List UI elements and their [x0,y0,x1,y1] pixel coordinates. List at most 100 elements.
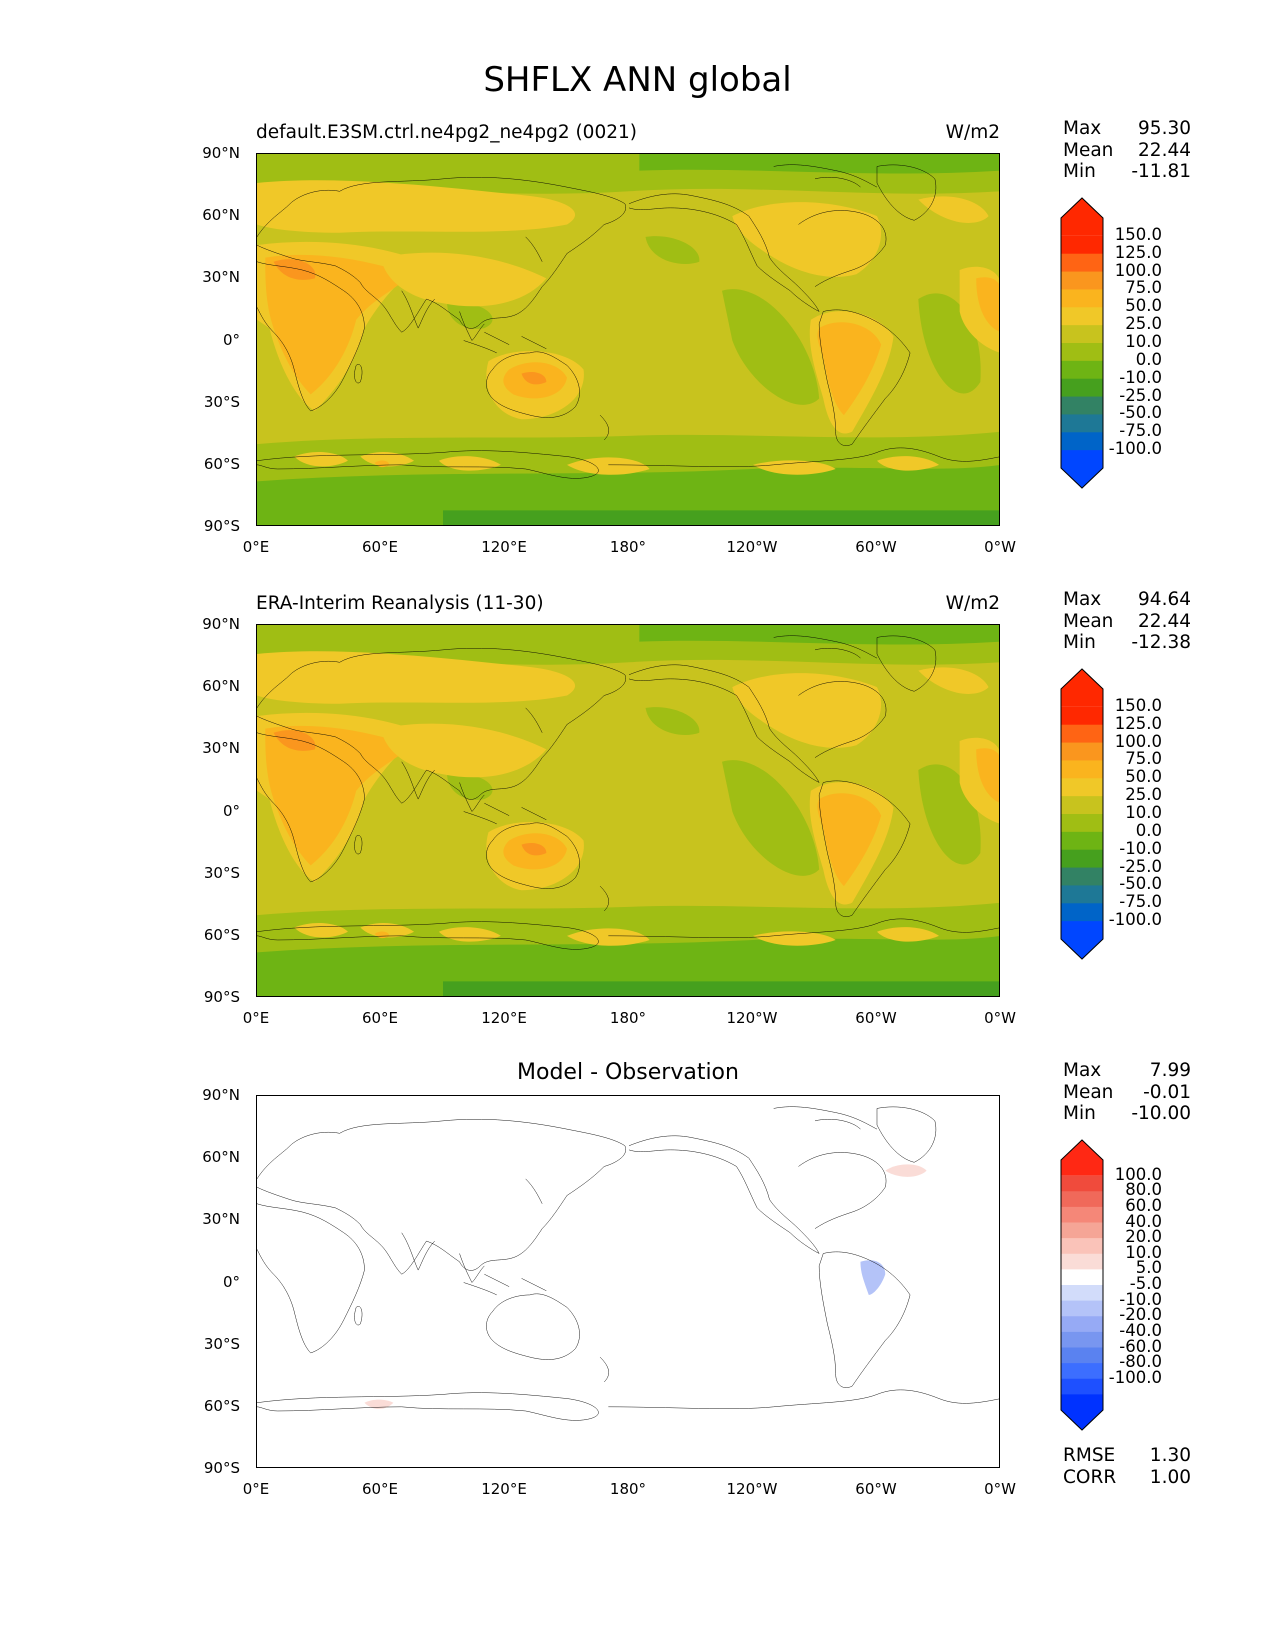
contour-region [918,667,989,694]
contour-region [257,651,576,704]
map-diff [256,1095,1000,1468]
colorbar-level-label: -10.0 [1119,367,1162,387]
coastline [257,262,364,411]
contour-region [877,456,939,471]
colorbar-segment [1061,396,1103,415]
colorbar-segment [1061,1394,1103,1430]
map-obs [256,624,1000,997]
colorbar-level-label: -40.0 [1119,1320,1162,1340]
colorbar-level-label: -10.0 [1119,1289,1162,1309]
coastline [608,919,1000,938]
coastline [819,1252,910,1388]
coastline [819,310,910,446]
lat-tick-label: 90°N [202,615,240,633]
contour-region [447,302,493,329]
lon-tick-label: 0°W [984,538,1016,556]
panel-label: Model - Observation [517,1060,739,1085]
coastline [600,415,609,440]
colorbar-segment [1061,432,1103,451]
contour-region [273,730,316,751]
colorbar-segment [1061,1269,1103,1286]
coastline [608,1390,1000,1409]
stats-block: Max 7.99 Mean -0.01 Min -10.00 [1063,1060,1191,1125]
colorbar-segment [1061,778,1103,797]
colorbar-segment [1061,921,1103,959]
colorbar-svg [1060,1139,1104,1431]
lat-tick-label: 60°N [202,1148,240,1167]
coastline [629,194,819,312]
coastline [798,681,886,757]
lat-tick-label: 30°N [202,739,240,758]
lon-tick-label: 0°E [242,538,270,556]
colorbar-segment [1061,1206,1103,1223]
colorbar-outline [1060,668,1104,960]
colorbar-level-label: -60.0 [1119,1336,1162,1356]
lat-tick-label: 0° [222,801,240,820]
coastline [402,762,435,799]
field-map [257,154,999,525]
stats-block: Max 94.64 Mean 22.44 Min -12.38 [1063,589,1191,654]
coastline [877,636,936,691]
contour-region [722,760,820,876]
colorbar-segment [1061,1222,1103,1239]
colorbar-level-label: 125.0 [1114,242,1162,262]
lon-tick-label: 0°E [242,1480,270,1498]
colorbar-level-label: 0.0 [1135,820,1162,840]
coastline [402,1233,435,1270]
colorbar-segment [1061,360,1103,380]
colorbar-segment [1061,1316,1103,1333]
lon-tick-label: 120°W [726,1480,778,1498]
colorbar-segment [1061,849,1103,869]
colorbar-level-label: 40.0 [1125,1211,1162,1231]
coastline [600,886,609,911]
coastline [354,1306,362,1325]
colorbar-segment [1061,1378,1103,1395]
contour-region [918,196,989,223]
coastline [798,1152,886,1228]
lon-tick-label: 60°E [361,1009,399,1027]
lon-tick-label: 60°W [855,538,897,556]
difference-map [257,1096,1000,1467]
lat-tick-label: 60°S [203,925,240,944]
colorbar-svg [1060,668,1104,960]
colorbar-level-label: -100.0 [1108,910,1162,930]
colorbar-segment [1061,760,1103,779]
lon-tick-label: 180° [609,1480,647,1498]
panel-label: ERA-Interim Reanalysis (11-30) [256,593,544,614]
coastline [815,177,860,187]
coastline [464,1283,497,1295]
lat-tick-label: 30°N [202,1210,240,1229]
colorbar-level-label: 5.0 [1135,1258,1162,1278]
colorbar-level-label: 75.0 [1125,278,1162,298]
coastline [257,1119,626,1274]
colorbar-level-label: -25.0 [1119,385,1162,405]
contour-region [443,510,999,525]
colorbar-segment [1061,1347,1103,1364]
colorbar-segment [1061,796,1103,815]
diff-anomaly [364,1399,394,1409]
lat-tick-label: 90°N [202,144,240,162]
panel-label: default.E3SM.ctrl.ne4pg2_ne4pg2 (0021) [256,122,637,143]
lat-tick-label: 60°S [203,454,240,473]
coastline [774,1107,877,1129]
contour-region [265,725,412,866]
contour-region [257,180,576,233]
colorbar-segment [1061,669,1103,707]
contour-region [257,936,999,996]
coastline [257,1393,598,1421]
colorbar-segment [1061,1238,1103,1255]
contour-region [722,289,820,405]
coastline [486,352,579,418]
colorbar-level-label: -50.0 [1119,874,1162,894]
colorbar-segment [1061,1285,1103,1302]
lon-tick-label: 120°W [726,1009,778,1027]
lon-tick-label: 60°W [855,1480,897,1498]
colorbar-segment [1061,706,1103,726]
colorbar-segment [1061,235,1103,255]
colorbar-segment [1061,1191,1103,1208]
colorbar-level-label: -25.0 [1119,856,1162,876]
lat-tick-label: 60°N [202,206,240,225]
colorbar-segment [1061,289,1103,308]
lon-tick-label: 60°W [855,1009,897,1027]
contour-region [360,452,415,467]
